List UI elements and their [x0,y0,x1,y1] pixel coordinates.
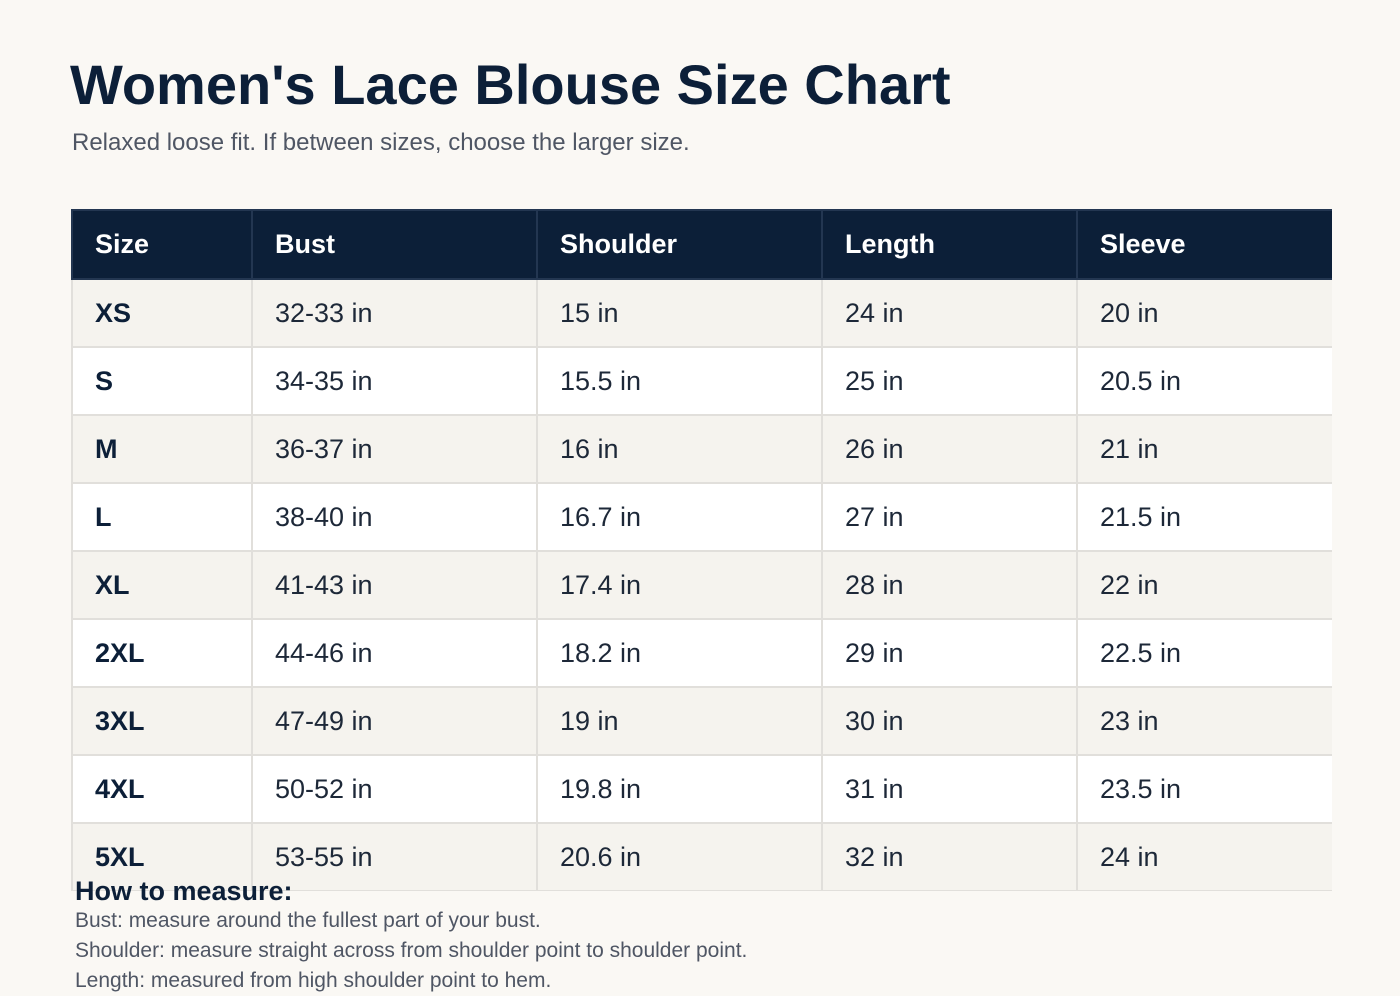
table-row: 4XL 50-52 in 19.8 in 31 in 23.5 in [71,754,1332,824]
length-cell: 29 in [821,618,1078,688]
measure-instruction-shoulder: Shoulder: measure straight across from s… [75,939,748,962]
bust-cell: 34-35 in [251,346,538,416]
column-header-shoulder: Shoulder [536,209,823,280]
sleeve-cell: 24 in [1076,822,1332,891]
bust-cell: 44-46 in [251,618,538,688]
sleeve-cell: 20 in [1076,278,1332,348]
length-cell: 26 in [821,414,1078,484]
length-cell: 31 in [821,754,1078,824]
shoulder-cell: 15 in [536,278,823,348]
table-row: 5XL 53-55 in 20.6 in 32 in 24 in [71,822,1332,891]
size-cell: 4XL [71,754,253,824]
bust-cell: 50-52 in [251,754,538,824]
shoulder-cell: 16 in [536,414,823,484]
bust-cell: 41-43 in [251,550,538,620]
sleeve-cell: 23 in [1076,686,1332,756]
column-header-sleeve: Sleeve [1076,209,1332,280]
length-cell: 24 in [821,278,1078,348]
how-to-measure-section: How to measure: Bust: measure around the… [75,876,1275,996]
table-row: XS 32-33 in 15 in 24 in 20 in [71,278,1332,348]
size-cell: XS [71,278,253,348]
shoulder-cell: 15.5 in [536,346,823,416]
sleeve-cell: 22.5 in [1076,618,1332,688]
table-row: 3XL 47-49 in 19 in 30 in 23 in [71,686,1332,756]
table-header-row: Size Bust Shoulder Length Sleeve [71,209,1332,280]
sleeve-cell: 22 in [1076,550,1332,620]
size-chart-table-container: Size Bust Shoulder Length Sleeve XS 32-3… [71,209,1332,891]
table-row: M 36-37 in 16 in 26 in 21 in [71,414,1332,484]
shoulder-cell: 16.7 in [536,482,823,552]
sleeve-cell: 23.5 in [1076,754,1332,824]
size-cell: 3XL [71,686,253,756]
column-header-bust: Bust [251,209,538,280]
size-cell: 2XL [71,618,253,688]
column-header-length: Length [821,209,1078,280]
bust-cell: 47-49 in [251,686,538,756]
how-to-measure-heading: How to measure: [75,876,293,906]
length-cell: 25 in [821,346,1078,416]
length-cell: 32 in [821,822,1078,891]
measure-instruction-length: Length: measured from high shoulder poin… [75,969,552,992]
size-cell: 5XL [71,822,253,891]
size-cell: L [71,482,253,552]
bust-cell: 36-37 in [251,414,538,484]
size-chart-table: Size Bust Shoulder Length Sleeve XS 32-3… [71,209,1332,891]
shoulder-cell: 19.8 in [536,754,823,824]
sleeve-cell: 21.5 in [1076,482,1332,552]
sleeve-cell: 21 in [1076,414,1332,484]
shoulder-cell: 20.6 in [536,822,823,891]
size-cell: S [71,346,253,416]
length-cell: 27 in [821,482,1078,552]
table-row: XL 41-43 in 17.4 in 28 in 22 in [71,550,1332,620]
size-cell: M [71,414,253,484]
length-cell: 28 in [821,550,1078,620]
shoulder-cell: 18.2 in [536,618,823,688]
bust-cell: 38-40 in [251,482,538,552]
measure-instruction-bust: Bust: measure around the fullest part of… [75,909,541,932]
shoulder-cell: 17.4 in [536,550,823,620]
column-header-size: Size [71,209,253,280]
table-row: S 34-35 in 15.5 in 25 in 20.5 in [71,346,1332,416]
sleeve-cell: 20.5 in [1076,346,1332,416]
table-row: L 38-40 in 16.7 in 27 in 21.5 in [71,482,1332,552]
bust-cell: 53-55 in [251,822,538,891]
table-row: 2XL 44-46 in 18.2 in 29 in 22.5 in [71,618,1332,688]
size-cell: XL [71,550,253,620]
shoulder-cell: 19 in [536,686,823,756]
length-cell: 30 in [821,686,1078,756]
page-subtitle: Relaxed loose fit. If between sizes, cho… [72,129,690,156]
bust-cell: 32-33 in [251,278,538,348]
page-title: Women's Lace Blouse Size Chart [70,53,951,116]
